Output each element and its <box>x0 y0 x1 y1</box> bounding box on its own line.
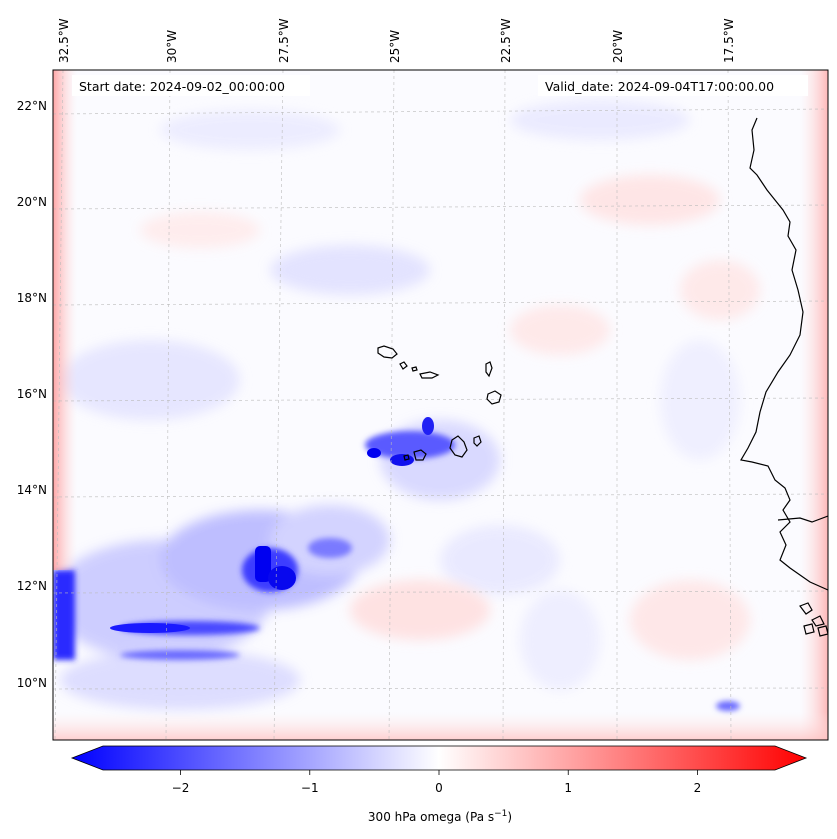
colorbar-title: 300 hPa omega (Pa s−1) <box>368 809 512 824</box>
colorbar-bar <box>70 745 808 771</box>
lon-label-27-5w: 27.5°W <box>277 18 291 63</box>
lat-label-10n: 10°N <box>17 676 47 690</box>
map-panel: Start date: 2024-09-02_00:00:00 Valid_da… <box>53 70 828 740</box>
lon-label-17-5w: 17.5°W <box>722 18 736 63</box>
lat-label-18n: 18°N <box>17 291 47 305</box>
lat-label-12n: 12°N <box>17 579 47 593</box>
colorbar-tick-label: 2 <box>694 781 702 795</box>
colorbar-tick-label: 0 <box>435 781 443 795</box>
colorbar: −2 −1 0 1 2 300 hPa omega (Pa s−1) <box>70 745 808 824</box>
lat-label-14n: 14°N <box>17 483 47 497</box>
island-brava <box>403 454 410 461</box>
lon-label-32-5w: 32.5°W <box>57 18 71 63</box>
latitude-labels: 22°N 20°N 18°N 16°N 14°N 12°N 10°N <box>17 99 47 690</box>
gridlines <box>53 70 828 740</box>
start-date-text: Start date: 2024-09-02_00:00:00 <box>79 79 285 94</box>
island-sao-vicente <box>399 361 408 370</box>
lat-label-22n: 22°N <box>17 99 47 113</box>
island-fogo <box>413 449 427 461</box>
bissagos-islands <box>799 602 828 637</box>
map-frame <box>52 69 829 741</box>
valid-date-text: Valid_date: 2024-09-04T17:00:00.00 <box>545 79 774 94</box>
island-sal <box>485 361 493 378</box>
colorbar-tick-labels: −2 −1 0 1 2 <box>172 781 702 795</box>
lon-label-25w: 25°W <box>388 30 402 63</box>
colorbar-tick-label: −1 <box>301 781 319 795</box>
island-maio <box>473 435 482 447</box>
omega-field <box>53 70 828 740</box>
lon-label-20w: 20°W <box>611 30 625 63</box>
colorbar-ticks <box>180 770 698 775</box>
longitude-labels: 32.5°W 30°W 27.5°W 25°W 22.5°W 20°W 17.5… <box>57 18 736 63</box>
island-boa-vista <box>486 390 502 405</box>
colorbar-tick-label: −2 <box>172 781 190 795</box>
island-santa-luzia <box>411 366 418 372</box>
island-santo-antao <box>377 345 398 359</box>
island-santiago <box>449 435 468 458</box>
header-boxes: Start date: 2024-09-02_00:00:00 Valid_da… <box>72 75 808 96</box>
colorbar-tick-label: 1 <box>564 781 572 795</box>
africa-coastline <box>740 117 828 591</box>
lat-label-16n: 16°N <box>17 387 47 401</box>
island-sao-nicolau <box>419 371 440 379</box>
lat-label-20n: 20°N <box>17 195 47 209</box>
coastline-inlet <box>777 515 828 523</box>
lon-label-30w: 30°W <box>165 30 179 63</box>
lon-label-22-5w: 22.5°W <box>499 18 513 63</box>
coastlines <box>377 117 828 637</box>
